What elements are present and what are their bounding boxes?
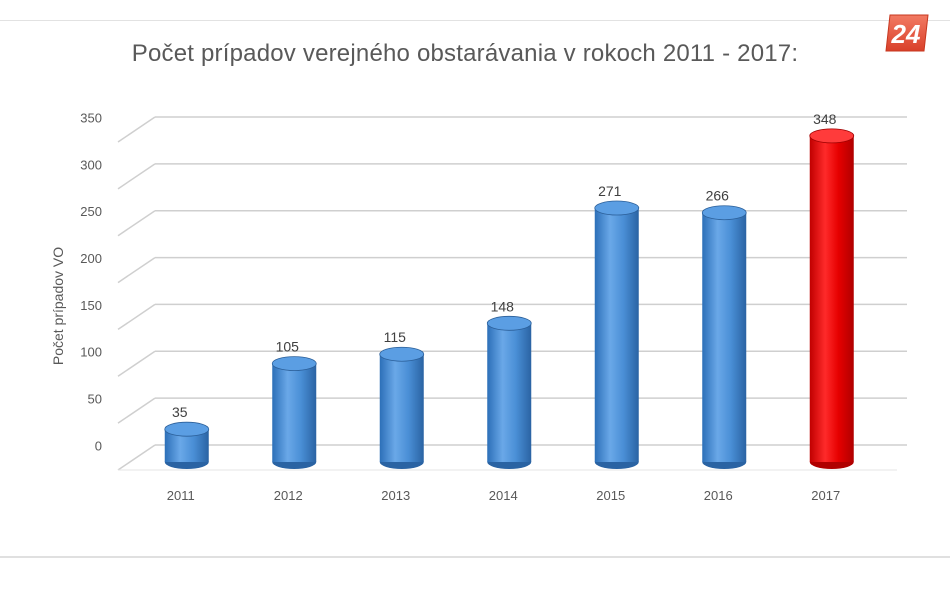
bar-top bbox=[164, 421, 210, 437]
bar-2011 bbox=[164, 421, 210, 469]
bar-body bbox=[487, 323, 532, 462]
x-tick-label: 2014 bbox=[489, 488, 518, 503]
labels-layer: 0 50 100 150 200 250 300 350 35 2011 105 2012 115 201… bbox=[80, 110, 840, 503]
data-label: 266 bbox=[706, 188, 730, 204]
bar-2016 bbox=[701, 205, 747, 469]
data-label: 115 bbox=[384, 329, 407, 345]
bar-2015 bbox=[594, 200, 640, 469]
bar-top bbox=[271, 356, 317, 372]
logo-text: 24 bbox=[891, 19, 921, 49]
data-label: 348 bbox=[813, 111, 837, 127]
bar-2012 bbox=[271, 356, 317, 469]
y-tick-label: 150 bbox=[80, 298, 102, 313]
y-tick-label: 50 bbox=[88, 392, 102, 407]
data-label: 35 bbox=[172, 404, 188, 420]
data-label: 148 bbox=[491, 298, 515, 314]
gridline-wall bbox=[117, 444, 156, 471]
y-tick-label: 0 bbox=[95, 438, 102, 453]
gridline-wall bbox=[117, 303, 156, 331]
bar-body bbox=[594, 208, 639, 462]
top-divider bbox=[0, 20, 950, 21]
y-tick-label: 200 bbox=[80, 251, 102, 266]
bar-top bbox=[594, 200, 640, 216]
data-label: 271 bbox=[598, 183, 622, 199]
bar-top bbox=[486, 315, 532, 331]
y-tick-label: 350 bbox=[80, 110, 102, 125]
bar-top bbox=[379, 346, 425, 362]
bar-top bbox=[701, 205, 747, 221]
bar-body bbox=[809, 135, 854, 463]
bar-body bbox=[272, 363, 317, 462]
gridline-wall bbox=[117, 350, 156, 377]
chart-title: Počet prípadov verejného obstarávania v … bbox=[131, 40, 799, 67]
bar-body bbox=[379, 354, 424, 462]
site-logo[interactable]: 24 bbox=[884, 13, 930, 53]
gridline-wall bbox=[117, 163, 156, 190]
y-axis-title: Počet prípadov VO bbox=[50, 247, 66, 365]
bar-2013 bbox=[379, 346, 425, 469]
y-tick-label: 100 bbox=[80, 345, 102, 360]
y-tick-label: 300 bbox=[80, 157, 102, 172]
x-tick-label: 2015 bbox=[596, 488, 625, 503]
x-tick-label: 2013 bbox=[381, 488, 410, 503]
logo-badge-icon: 24 bbox=[885, 14, 929, 52]
bar-top bbox=[809, 128, 855, 144]
bottom-divider bbox=[0, 556, 950, 558]
y-tick-label: 250 bbox=[80, 204, 102, 219]
gridline-wall bbox=[117, 210, 156, 237]
x-tick-label: 2016 bbox=[704, 488, 733, 503]
bars-layer bbox=[164, 128, 855, 469]
bar-body bbox=[702, 212, 747, 462]
x-tick-label: 2017 bbox=[811, 488, 840, 503]
bar-2017 bbox=[809, 128, 855, 469]
data-label: 105 bbox=[276, 339, 300, 355]
x-tick-label: 2012 bbox=[274, 488, 303, 503]
x-tick-label: 2011 bbox=[167, 488, 195, 503]
bar-2014 bbox=[486, 315, 532, 469]
gridline-wall bbox=[117, 256, 156, 284]
gridline-wall bbox=[117, 116, 156, 143]
gridline-wall bbox=[117, 397, 156, 424]
